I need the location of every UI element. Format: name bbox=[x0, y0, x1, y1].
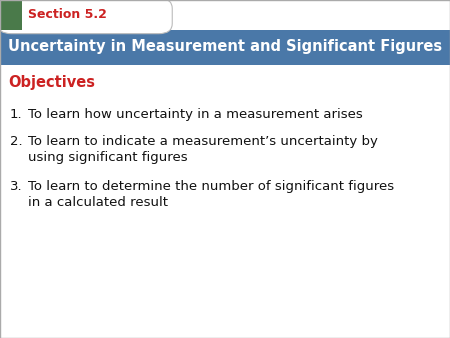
Text: Objectives: Objectives bbox=[8, 75, 95, 90]
Text: To learn to determine the number of significant figures
in a calculated result: To learn to determine the number of sign… bbox=[28, 180, 394, 210]
Text: To learn how uncertainty in a measurement arises: To learn how uncertainty in a measuremen… bbox=[28, 108, 363, 121]
Text: 3.: 3. bbox=[10, 180, 22, 193]
Text: To learn to indicate a measurement’s uncertainty by
using significant figures: To learn to indicate a measurement’s unc… bbox=[28, 135, 378, 165]
Bar bbox=[0, 30, 450, 65]
FancyBboxPatch shape bbox=[0, 0, 172, 34]
Text: Uncertainty in Measurement and Significant Figures: Uncertainty in Measurement and Significa… bbox=[8, 40, 442, 54]
Text: 2.: 2. bbox=[10, 135, 22, 148]
Bar bbox=[0, 0, 22, 30]
Text: 1.: 1. bbox=[10, 108, 22, 121]
Text: Section 5.2: Section 5.2 bbox=[28, 8, 107, 22]
